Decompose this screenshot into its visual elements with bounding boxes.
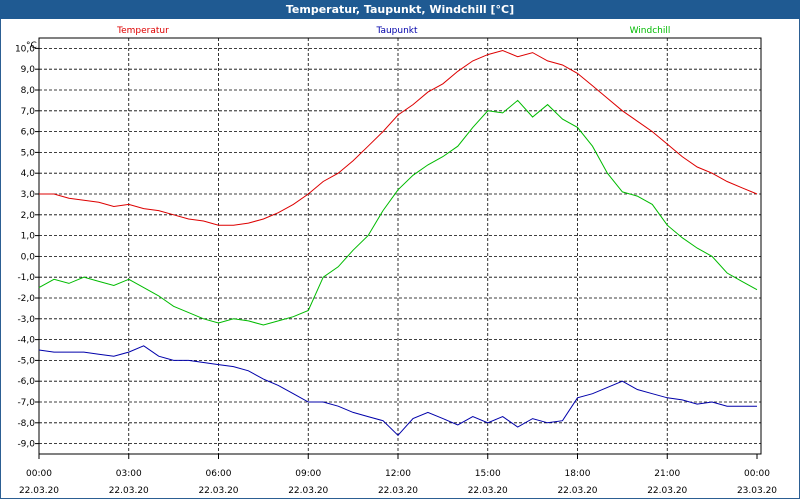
x-axis-ticks: 00:00 22.03.20 03:00 22.03.20 06:00 22.03.20 0… — [19, 454, 777, 496]
grid-lines — [39, 38, 761, 454]
y-tick-label: 1,0 — [21, 232, 36, 242]
legend-windchill: Windchill — [630, 26, 671, 36]
y-tick-label: -1,0 — [17, 273, 35, 283]
y-tick-label: -4,0 — [17, 336, 35, 346]
y-tick-label: 0,0 — [21, 252, 36, 262]
x-tick-time-label: 21:00 — [654, 469, 680, 479]
x-tick-date-label: 22.03.20 — [647, 486, 687, 496]
y-tick-label: 7,0 — [21, 107, 36, 117]
x-tick-date-label: 22.03.20 — [378, 486, 418, 496]
x-tick-date-label: 22.03.20 — [109, 486, 149, 496]
y-tick-label: 5,0 — [21, 148, 36, 158]
legend-temperatur: Temperatur — [116, 26, 169, 36]
chart-window-title: Temperatur, Taupunkt, Windchill [°C] — [0, 0, 800, 19]
x-tick-date-label: 22.03.20 — [198, 486, 238, 496]
y-tick-label: 2,0 — [21, 211, 36, 221]
x-tick-time-label: 12:00 — [385, 469, 411, 479]
y-tick-label: -9,0 — [17, 440, 35, 450]
y-tick-label: -6,0 — [17, 377, 35, 387]
x-tick-time-label: 03:00 — [116, 469, 142, 479]
x-tick-date-label: 22.03.20 — [557, 486, 597, 496]
series-line-temperatur — [39, 49, 758, 226]
y-tick-label: -7,0 — [17, 398, 35, 408]
x-tick-date-label: 22.03.20 — [468, 486, 508, 496]
x-tick-time-label: 00:00 — [26, 469, 52, 479]
plot-area — [38, 37, 762, 455]
x-tick-time-label: 00:00 — [744, 469, 770, 479]
y-tick-label: 6,0 — [21, 128, 36, 138]
y-tick-label: 10,0 — [15, 44, 35, 54]
y-tick-label: -3,0 — [17, 315, 35, 325]
x-tick-time-label: 09:00 — [295, 469, 321, 479]
y-axis-ticks: 10,0 9,0 8,0 7,0 6,0 5,0 4,0 3,0 2,0 1,0 0,0 -1,0 -2… — [15, 44, 39, 450]
y-tick-label: -2,0 — [17, 294, 35, 304]
legend-taupunkt: Taupunkt — [375, 26, 418, 36]
series-line-taupunkt — [38, 345, 757, 437]
y-tick-label: 9,0 — [21, 65, 36, 75]
x-tick-time-label: 18:00 — [565, 469, 591, 479]
x-tick-date-label: 23.03.20 — [737, 486, 777, 496]
y-tick-label: 8,0 — [21, 86, 36, 96]
x-tick-time-label: 06:00 — [206, 469, 232, 479]
y-tick-label: -8,0 — [17, 419, 35, 429]
series-line-windchill — [38, 99, 758, 326]
y-axis-unit-label: °C — [26, 41, 37, 51]
y-tick-label: -5,0 — [17, 356, 35, 366]
series-lines — [38, 49, 758, 437]
x-tick-date-label: 22.03.20 — [288, 486, 328, 496]
x-tick-time-label: 15:00 — [475, 469, 501, 479]
y-tick-label: 3,0 — [21, 190, 36, 200]
x-tick-date-label: 22.03.20 — [19, 486, 59, 496]
y-tick-label: 4,0 — [21, 169, 36, 179]
